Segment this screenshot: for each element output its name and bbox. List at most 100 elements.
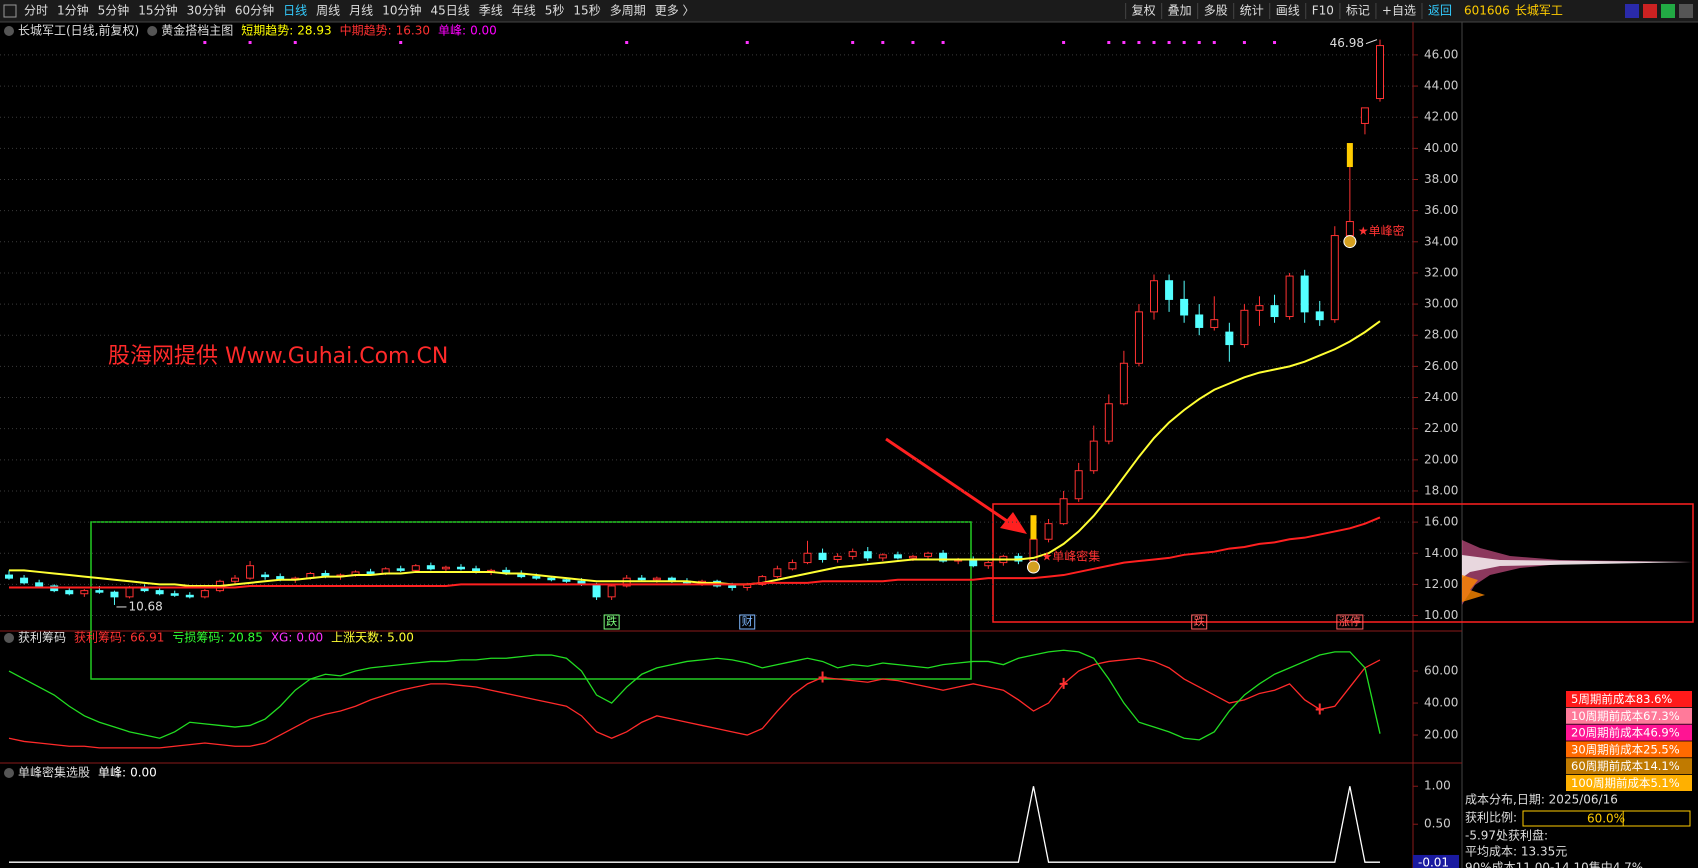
menu-icon[interactable] bbox=[3, 4, 17, 18]
candle-body bbox=[155, 590, 164, 595]
period-tab[interactable]: 10分钟 bbox=[382, 3, 421, 18]
price-tick-label: 22.00 bbox=[1424, 421, 1458, 435]
indicator-tick-label: 40.00 bbox=[1424, 696, 1458, 710]
toolbar-button[interactable]: 画线 bbox=[1276, 4, 1300, 18]
candle-body bbox=[1074, 470, 1083, 500]
price-tick-label: 34.00 bbox=[1424, 234, 1458, 248]
profit-bar bbox=[1522, 810, 1624, 827]
panel-title: 获利筹码 bbox=[18, 631, 66, 645]
price-tick-label: 30.00 bbox=[1424, 297, 1458, 311]
signal-dot bbox=[881, 41, 885, 44]
candle-body bbox=[1285, 275, 1294, 318]
event-tag: 跌 bbox=[606, 614, 617, 628]
period-tab[interactable]: 年线 bbox=[512, 4, 536, 18]
price-tick-label: 44.00 bbox=[1424, 79, 1458, 93]
period-tab[interactable]: 60分钟 bbox=[235, 3, 274, 18]
toolbar-button[interactable]: 复权 bbox=[1132, 4, 1156, 18]
candle-body bbox=[1210, 319, 1219, 328]
candle-body bbox=[1225, 331, 1234, 346]
high-label: 46.98 bbox=[1330, 36, 1364, 50]
candle-body bbox=[1089, 440, 1098, 472]
toolbar-button[interactable]: 统计 bbox=[1240, 4, 1264, 18]
period-tab[interactable]: 月线 bbox=[349, 4, 373, 18]
arrow-head bbox=[1000, 512, 1027, 534]
candle-body bbox=[547, 577, 556, 581]
candle-body bbox=[1255, 305, 1264, 311]
indicator-tick-label: 60.00 bbox=[1424, 664, 1458, 678]
signal-dot bbox=[1167, 41, 1171, 44]
indicator-line bbox=[8, 649, 1381, 741]
candle-body bbox=[803, 552, 812, 564]
price-tick-label: 14.00 bbox=[1424, 546, 1458, 560]
price-tick-label: 28.00 bbox=[1424, 328, 1458, 342]
cost-legend-label: 10周期前成本67.3% bbox=[1571, 709, 1680, 723]
candle-body bbox=[1165, 280, 1174, 300]
collapse-icon[interactable] bbox=[4, 26, 14, 36]
candle-body bbox=[1240, 309, 1249, 346]
toolbar-button[interactable]: +自选 bbox=[1382, 4, 1416, 18]
period-tab[interactable]: 周线 bbox=[316, 4, 340, 18]
period-tab[interactable]: 1分钟 bbox=[57, 3, 89, 18]
highlight-box bbox=[90, 521, 972, 680]
stat-value: 16.30 bbox=[396, 24, 430, 38]
candle-body bbox=[441, 566, 450, 570]
indicator-line bbox=[9, 786, 1380, 863]
toolbar-button[interactable]: 返回 bbox=[1428, 4, 1452, 18]
period-tab[interactable]: 更多 〉 bbox=[655, 4, 695, 18]
candle-body bbox=[728, 585, 737, 589]
period-tab[interactable]: 多周期 bbox=[610, 4, 646, 18]
signal-dot bbox=[1273, 41, 1277, 44]
signal-dot bbox=[399, 41, 403, 44]
candle-body bbox=[893, 554, 902, 559]
signal-dot bbox=[1242, 41, 1246, 44]
stat-label: 上涨天数: bbox=[331, 630, 383, 645]
window-icon[interactable] bbox=[1625, 4, 1639, 18]
signal-coin bbox=[1026, 560, 1040, 574]
candle-body bbox=[396, 568, 405, 571]
cost-legend-box bbox=[1566, 724, 1692, 741]
period-tab[interactable]: 15秒 bbox=[573, 4, 600, 18]
period-tab[interactable]: 45日线 bbox=[430, 4, 469, 18]
period-tab[interactable]: 日线 bbox=[283, 4, 307, 18]
collapse-icon[interactable] bbox=[4, 768, 14, 778]
candle-body bbox=[652, 577, 661, 581]
period-tab[interactable]: 5分钟 bbox=[98, 3, 130, 18]
period-tab[interactable]: 15分钟 bbox=[138, 3, 177, 18]
collapse-icon[interactable] bbox=[147, 26, 158, 36]
candle-body bbox=[1195, 314, 1204, 328]
window-icon[interactable] bbox=[1643, 4, 1657, 18]
period-tab[interactable]: 季线 bbox=[479, 4, 503, 18]
candle-body bbox=[426, 565, 435, 570]
window-icon[interactable] bbox=[1679, 4, 1693, 18]
window-icon[interactable] bbox=[1661, 4, 1675, 18]
price-tick-label: 36.00 bbox=[1424, 203, 1458, 217]
period-tab[interactable]: 分时 bbox=[24, 4, 48, 18]
cost-legend-label: 20周期前成本46.9% bbox=[1571, 726, 1680, 740]
signal-dot bbox=[1137, 41, 1141, 44]
period-tab[interactable]: 30分钟 bbox=[187, 3, 226, 18]
toolbar-button[interactable]: 多股 bbox=[1204, 4, 1228, 18]
price-tick-label: 10.00 bbox=[1424, 608, 1458, 622]
candle-body bbox=[261, 574, 270, 578]
candle-body bbox=[818, 552, 827, 560]
stat-label: 中期趋势: bbox=[340, 23, 392, 38]
candle-body bbox=[95, 590, 104, 593]
candle-body bbox=[200, 590, 209, 598]
stat-label: 获利筹码: bbox=[74, 631, 126, 645]
toolbar-button[interactable]: 标记 bbox=[1346, 4, 1370, 18]
candle-body bbox=[1059, 498, 1068, 525]
signal-dot bbox=[745, 41, 749, 44]
candle-body bbox=[773, 568, 782, 578]
cost-legend-label: 30周期前成本25.5% bbox=[1571, 742, 1680, 756]
profit-value: 60.0% bbox=[1587, 812, 1625, 826]
toolbar-button[interactable]: F10 bbox=[1312, 4, 1334, 18]
toolbar-button[interactable]: 叠加 bbox=[1168, 4, 1192, 18]
candle-body bbox=[5, 574, 13, 579]
event-tag: 财 bbox=[742, 614, 753, 628]
price-tick-label: 18.00 bbox=[1424, 483, 1458, 497]
period-tab[interactable]: 5秒 bbox=[545, 4, 565, 18]
price-tick-label: 26.00 bbox=[1424, 359, 1458, 373]
collapse-icon[interactable] bbox=[4, 633, 14, 643]
